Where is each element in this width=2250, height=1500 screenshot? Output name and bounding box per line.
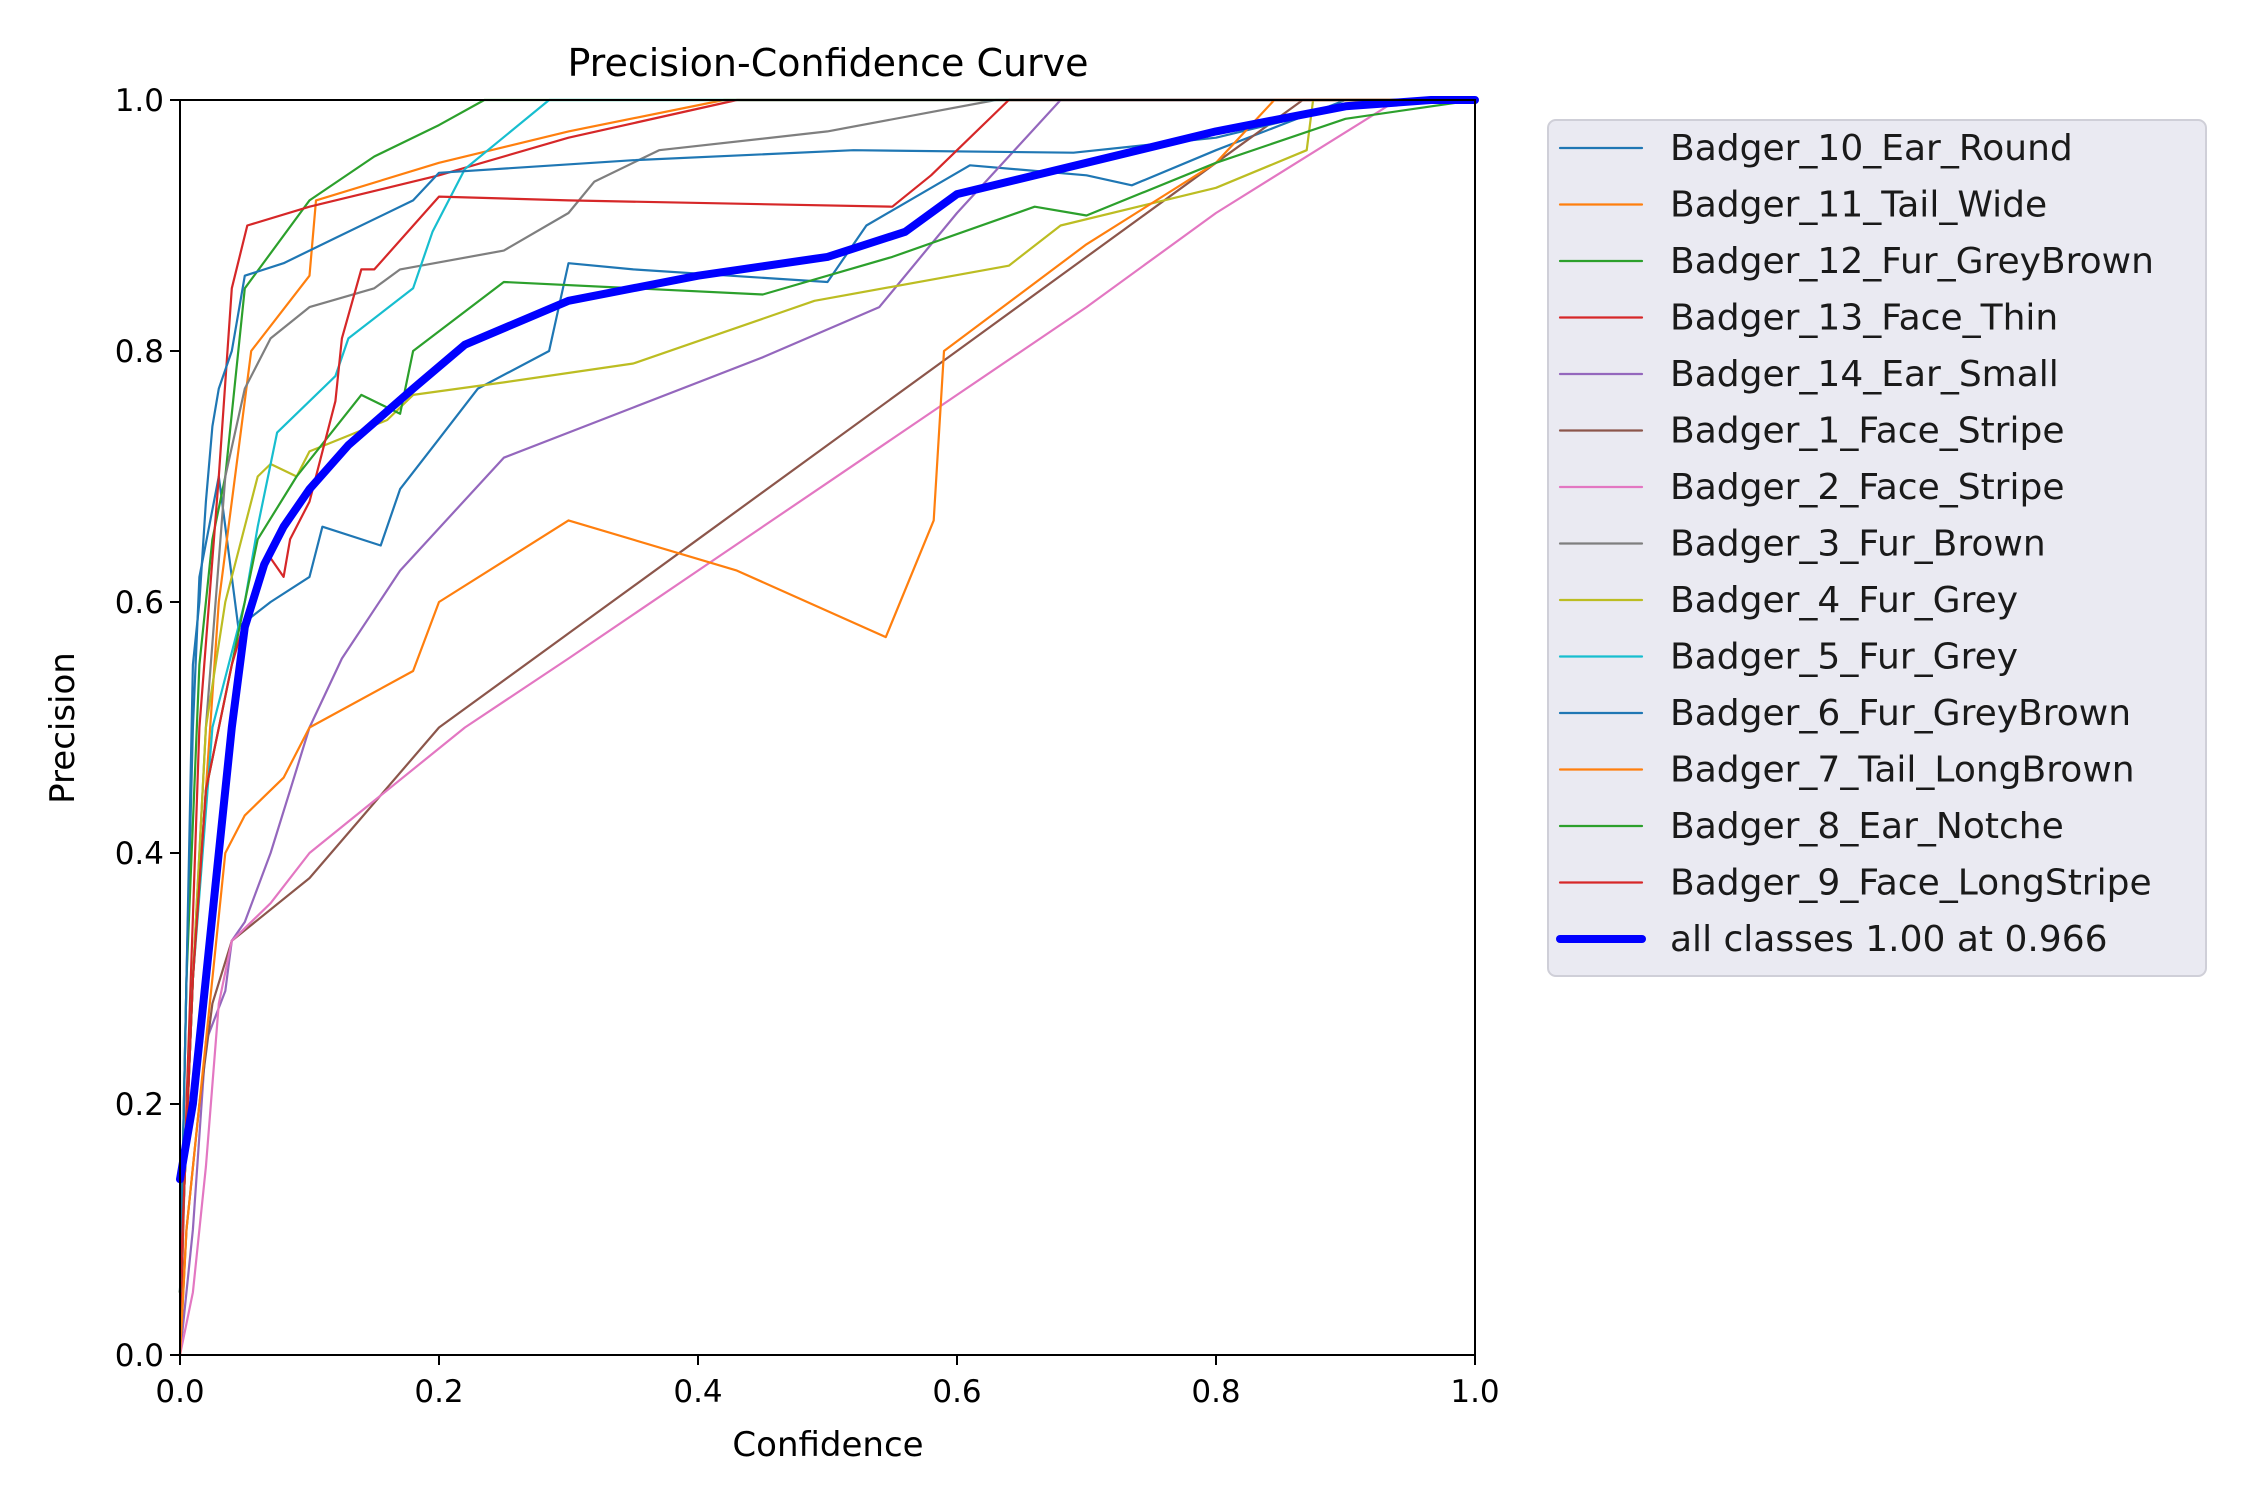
series-line-10 xyxy=(178,98,1477,1294)
legend-entry-label: Badger_12_Fur_GreyBrown xyxy=(1670,241,2154,282)
x-tick-label: 0.2 xyxy=(414,1374,463,1410)
legend-entry-label: Badger_10_Ear_Round xyxy=(1670,128,2073,169)
y-tick-label: 1.0 xyxy=(115,83,164,119)
legend-entry-label: Badger_9_Face_LongStripe xyxy=(1670,863,2152,904)
series-line-14 xyxy=(176,96,1479,1184)
legend-entry-label: Badger_13_Face_Thin xyxy=(1670,298,2058,339)
x-axis-ticks: 0.0 0.2 0.4 0.6 0.8 1.0 xyxy=(155,1355,1500,1410)
legend-entry-label: Badger_8_Ear_Notche xyxy=(1670,806,2064,847)
x-tick-label: 0.8 xyxy=(1191,1374,1240,1410)
series-line-1 xyxy=(178,98,1477,1294)
legend-entry-label: Badger_6_Fur_GreyBrown xyxy=(1670,693,2131,734)
legend-frame xyxy=(1547,119,2207,977)
legend-entry-label: all classes 1.00 at 0.966 xyxy=(1670,919,2108,960)
series-line-4 xyxy=(178,98,1477,1357)
chart-title: Precision-Confidence Curve xyxy=(567,41,1088,85)
plot-frame xyxy=(179,99,1476,1356)
series-line-6 xyxy=(178,98,1477,1357)
legend-entry-label: Badger_7_Tail_LongBrown xyxy=(1670,750,2135,791)
x-tick-label: 0.4 xyxy=(673,1374,722,1410)
legend-entry-label: Badger_3_Fur_Brown xyxy=(1670,524,2046,565)
y-tick-label: 0.6 xyxy=(115,585,164,621)
legend-entry-label: Badger_4_Fur_Grey xyxy=(1670,580,2018,621)
x-tick-label: 0.6 xyxy=(932,1374,981,1410)
series-line-7 xyxy=(178,98,1477,1294)
y-tick-label: 0.0 xyxy=(115,1338,164,1374)
series-line-11 xyxy=(178,98,1477,1357)
x-tick-label: 1.0 xyxy=(1450,1374,1499,1410)
y-tick-label: 0.2 xyxy=(115,1087,164,1123)
series-line-13 xyxy=(178,98,1477,1294)
legend: Badger_10_Ear_Round Badger_11_Tail_Wide Ba… xyxy=(1547,119,2207,977)
series-line-0 xyxy=(178,98,1477,1294)
plot-series-group xyxy=(176,96,1479,1357)
legend-entry-label: Badger_11_Tail_Wide xyxy=(1670,185,2047,226)
series-line-8 xyxy=(178,98,1477,1294)
y-axis-label: Precision xyxy=(43,652,83,804)
y-tick-label: 0.4 xyxy=(115,836,164,872)
legend-entry-label: Badger_5_Fur_Grey xyxy=(1670,637,2018,678)
y-tick-label: 0.8 xyxy=(115,334,164,370)
legend-items: Badger_10_Ear_Round Badger_11_Tail_Wide Ba… xyxy=(1556,128,2154,960)
y-axis-ticks: 0.0 0.2 0.4 0.6 0.8 1.0 xyxy=(115,83,180,1374)
series-line-2 xyxy=(178,98,1477,1294)
x-tick-label: 0.0 xyxy=(155,1374,204,1410)
legend-entry-label: Badger_14_Ear_Small xyxy=(1670,354,2059,395)
legend-entry-label: Badger_1_Face_Stripe xyxy=(1670,411,2065,452)
series-line-3 xyxy=(178,98,1477,1357)
legend-entry-label: Badger_2_Face_Stripe xyxy=(1670,467,2065,508)
series-line-9 xyxy=(178,98,1477,1294)
x-axis-label: Confidence xyxy=(732,1425,923,1465)
